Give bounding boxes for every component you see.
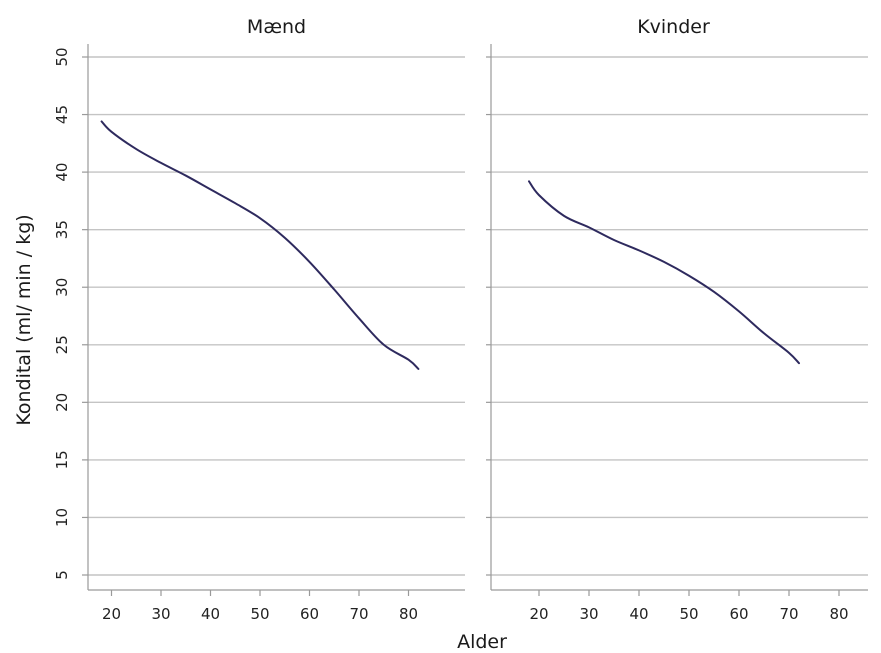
x-tick-label: 80 [829, 605, 848, 623]
y-tick-label: 10 [53, 508, 71, 527]
y-tick-label: 40 [53, 163, 71, 182]
x-axis-title: Alder [457, 631, 507, 653]
x-tick-label: 30 [579, 605, 598, 623]
x-tick-label: 70 [349, 605, 368, 623]
panel-title: Kvinder [637, 16, 710, 38]
x-tick-label: 70 [779, 605, 798, 623]
y-tick-label: 20 [53, 393, 71, 412]
x-tick-label: 20 [102, 605, 121, 623]
axis-layer [82, 44, 868, 596]
y-tick-label: 30 [53, 278, 71, 297]
x-tick-label: 20 [529, 605, 548, 623]
grid-layer [88, 56, 868, 576]
series-line [528, 180, 800, 365]
y-tick-label: 50 [53, 47, 71, 66]
x-tick-label: 30 [151, 605, 170, 623]
x-tick-label: 60 [300, 605, 319, 623]
y-tick-label: 35 [53, 220, 71, 239]
x-tick-label: 60 [729, 605, 748, 623]
x-tick-label: 50 [679, 605, 698, 623]
x-tick-label: 40 [201, 605, 220, 623]
label-layer: 5 10 15 20 25 30 35 40 45 50 20 30 40 50 60 70 80 Mænd 20 3… [53, 16, 849, 623]
y-tick-label: 45 [53, 105, 71, 124]
y-tick-label: 15 [53, 450, 71, 469]
y-tick-label: 5 [53, 570, 71, 580]
x-tick-label: 80 [399, 605, 418, 623]
series-layer [100, 120, 800, 370]
panel-title: Mænd [247, 16, 306, 38]
y-axis-title: Kondital (ml/ min / kg) [13, 214, 35, 425]
y-tick-label: 25 [53, 335, 71, 354]
series-line [100, 120, 420, 370]
x-tick-label: 50 [250, 605, 269, 623]
x-tick-label: 40 [629, 605, 648, 623]
